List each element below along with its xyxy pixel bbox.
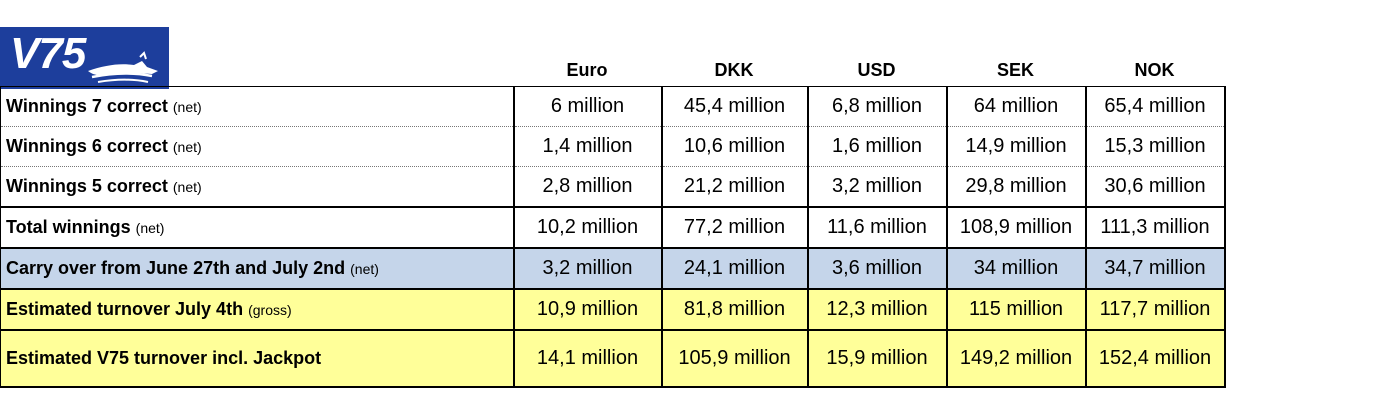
table-cell: 29,8 million [945,166,1086,207]
row-label: Winnings 5 correct (net) [0,166,514,207]
row-label: Total winnings (net) [0,206,514,248]
table-row: Winnings 7 correct (net) 6 million 45,4 … [0,86,1226,127]
table-cell: 3,6 million [806,247,947,289]
horse-head-icon [88,51,158,83]
table-cell: 149,2 million [945,329,1086,388]
table-cell: 14,1 million [512,329,662,388]
table-cell: 15,9 million [806,329,947,388]
column-header-usd: USD [857,60,896,80]
table-cell: 45,4 million [660,86,808,127]
table-cell: 64 million [945,86,1086,127]
logo-text: V75 [10,29,86,78]
row-note: (net) [172,179,202,195]
column-header-dkk: DKK [714,60,754,80]
table-cell: 65,4 million [1084,86,1226,127]
table-row: Total winnings (net) 10,2 million 77,2 m… [0,206,1226,248]
table-cell: 111,3 million [1084,206,1226,248]
table-cell: 2,8 million [512,166,662,207]
row-label: Winnings 6 correct (net) [0,126,514,167]
table-cell: 3,2 million [806,166,947,207]
row-label: Estimated turnover July 4th (gross) [0,288,514,330]
row-note: (net) [172,99,202,115]
table-row: Winnings 6 correct (net) 1,4 million 10,… [0,126,1226,167]
table-cell: 34 million [945,247,1086,289]
table-cell: 152,4 million [1084,329,1226,388]
row-note: (gross) [248,302,292,318]
table-cell: 117,7 million [1084,288,1226,330]
table-cell: 10,2 million [512,206,662,248]
table-cell: 6,8 million [806,86,947,127]
row-label: Carry over from June 27th and July 2nd (… [0,247,514,289]
row-note: (net) [135,220,165,236]
table-row: Estimated V75 turnover incl. Jackpot 14,… [0,329,1226,388]
row-label: Winnings 7 correct (net) [0,86,514,127]
table-cell: 108,9 million [945,206,1086,248]
table-cell: 15,3 million [1084,126,1226,167]
table-cell: 11,6 million [806,206,947,248]
table-cell: 77,2 million [660,206,808,248]
column-header-euro: Euro [566,60,608,80]
table-cell: 81,8 million [660,288,808,330]
table-cell: 6 million [512,86,662,127]
table-cell: 21,2 million [660,166,808,207]
table-cell: 14,9 million [945,126,1086,167]
table-cell: 115 million [945,288,1086,330]
row-label: Estimated V75 turnover incl. Jackpot [0,329,514,388]
winnings-table: Winnings 7 correct (net) 6 million 45,4 … [0,86,1226,388]
table-cell: 10,9 million [512,288,662,330]
table-row: Carry over from June 27th and July 2nd (… [0,247,1226,289]
row-note: (net) [172,139,202,155]
table-cell: 3,2 million [512,247,662,289]
table-cell: 34,7 million [1084,247,1226,289]
table-row: Estimated turnover July 4th (gross) 10,9… [0,288,1226,330]
column-header-sek: SEK [996,60,1034,80]
column-header-nok: NOK [1134,60,1175,80]
table-row: Winnings 5 correct (net) 2,8 million 21,… [0,166,1226,207]
row-note: (net) [350,261,379,277]
v75-logo: V75 [0,27,169,89]
table-cell: 1,4 million [512,126,662,167]
table-cell: 12,3 million [806,288,947,330]
table-cell: 1,6 million [806,126,947,167]
table-cell: 105,9 million [660,329,808,388]
table-cell: 10,6 million [660,126,808,167]
table-cell: 30,6 million [1084,166,1226,207]
table-cell: 24,1 million [660,247,808,289]
